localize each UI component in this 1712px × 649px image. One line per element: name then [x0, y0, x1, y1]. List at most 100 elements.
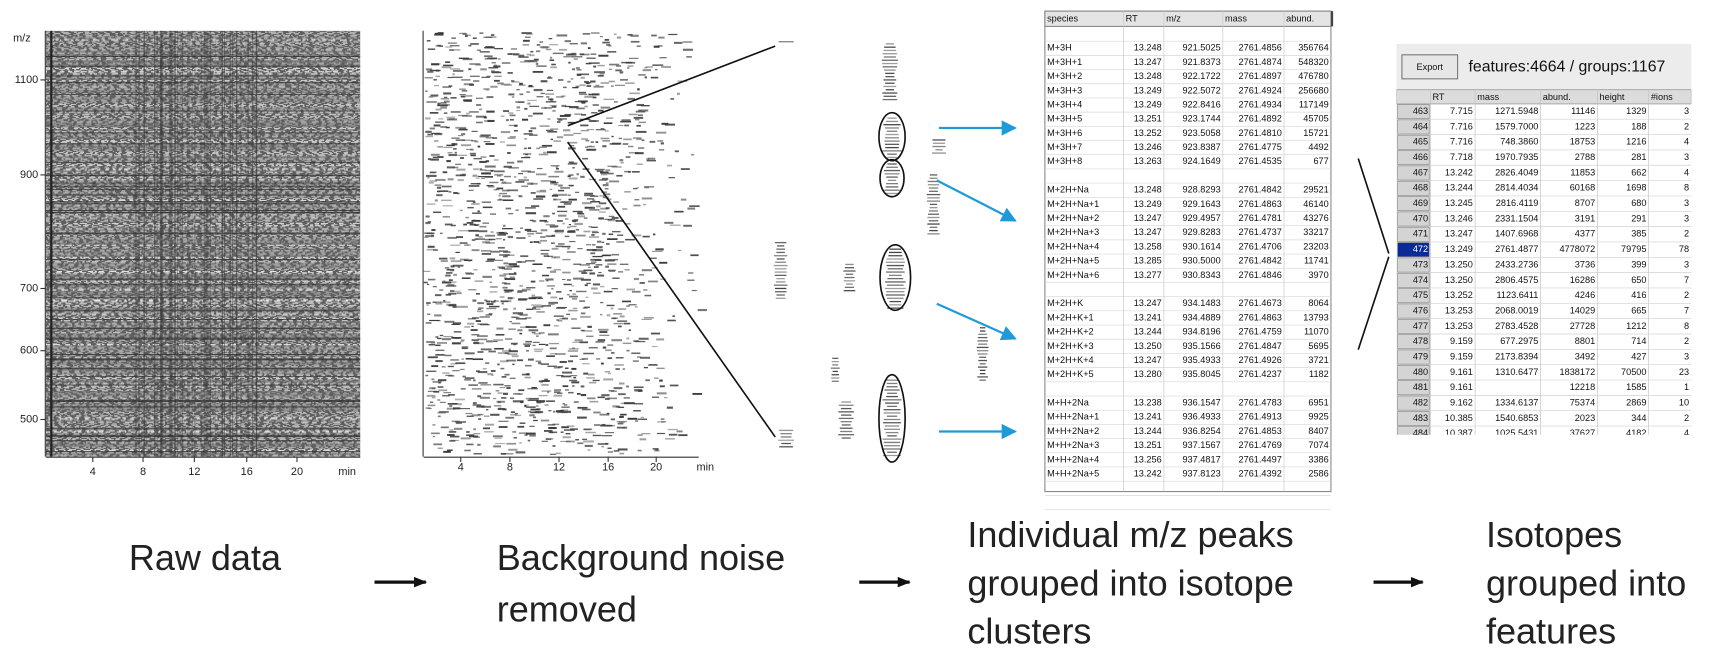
row-index: 481 — [1413, 382, 1428, 392]
row-index: 468 — [1413, 183, 1428, 193]
table-cell: 13.241 — [1134, 312, 1162, 322]
table-cell: 3386 — [1308, 454, 1328, 464]
table-cell: 2761.4759 — [1239, 327, 1282, 337]
table-cell: 2783.4528 — [1495, 321, 1538, 331]
species-cell: M+H+2Na+3 — [1047, 440, 1099, 450]
table-cell: 13.285 — [1134, 256, 1162, 266]
table-cell: 16286 — [1570, 275, 1595, 285]
table-cell: 2 — [1684, 229, 1689, 239]
row-index: 465 — [1413, 137, 1428, 147]
table-cell: 14029 — [1570, 305, 1595, 315]
step-caption: Isotopes — [1486, 514, 1622, 555]
table-cell: 9925 — [1308, 412, 1328, 422]
table-cell: 934.1483 — [1182, 298, 1220, 308]
button-label: Export — [1417, 62, 1444, 72]
x-tick-label: 8 — [140, 466, 146, 478]
row-index: 475 — [1413, 290, 1428, 300]
y-tick-label: 700 — [20, 282, 38, 294]
table-cell: 29521 — [1303, 185, 1328, 195]
table-cell: 13.249 — [1134, 85, 1162, 95]
species-cell: M+3H+7 — [1047, 142, 1082, 152]
table-cell: 385 — [1631, 229, 1646, 239]
table-cell: 3 — [1684, 152, 1689, 162]
x-tick-label: 16 — [241, 466, 253, 478]
table-cell: 2761.4781 — [1239, 213, 1282, 223]
species-cell: M+3H+6 — [1047, 128, 1082, 138]
table-cell: 8 — [1684, 183, 1689, 193]
table-cell: 13.249 — [1445, 244, 1473, 254]
table-cell: 1698 — [1626, 183, 1646, 193]
table-cell: 4 — [1684, 167, 1689, 177]
table-cell: 650 — [1631, 275, 1646, 285]
species-cell: M+2H+Na+1 — [1047, 199, 1099, 209]
table-cell: 13.250 — [1134, 341, 1162, 351]
table-cell: 13.252 — [1445, 290, 1473, 300]
table-cell: 12218 — [1570, 382, 1595, 392]
table-cell: 188 — [1631, 121, 1646, 131]
table-cell: 13.253 — [1445, 305, 1473, 315]
species-cell: M+H+2Na — [1047, 398, 1090, 408]
step-caption: features — [1486, 610, 1616, 649]
table-cell: 4778072 — [1560, 244, 1596, 254]
table-cell: 5695 — [1308, 341, 1328, 351]
table-cell: 13.244 — [1134, 426, 1162, 436]
table-cell: 2761.4846 — [1239, 270, 1282, 280]
column-header: abund. — [1286, 14, 1314, 24]
table-cell: 11853 — [1570, 167, 1595, 177]
table-cell: 1329 — [1626, 106, 1646, 116]
table-cell: 2761.4783 — [1239, 398, 1282, 408]
table-cell: 13.250 — [1445, 275, 1473, 285]
row-index: 483 — [1413, 413, 1428, 423]
y-tick-label: 500 — [20, 413, 38, 425]
step-caption: grouped into isotope — [967, 562, 1293, 603]
table-cell: 1123.6411 — [1496, 290, 1538, 300]
export-button[interactable]: Export — [1402, 55, 1458, 79]
table-cell: 13.246 — [1134, 142, 1162, 152]
table-cell: 356764 — [1298, 43, 1329, 53]
step-caption: Raw data — [129, 537, 282, 578]
y-axis-label: m/z — [13, 32, 31, 44]
species-cell: M+H+2Na+1 — [1047, 412, 1099, 422]
table-cell: 2761.4847 — [1239, 341, 1282, 351]
table-cell: 11146 — [1571, 106, 1595, 116]
table-cell: 7.718 — [1450, 152, 1473, 162]
table-cell: 4377 — [1575, 229, 1595, 239]
figure: m/z110090070060050048121620min48121620mi… — [0, 0, 1712, 649]
table-cell: 2761.4842 — [1239, 185, 1282, 195]
table-cell: 2816.4119 — [1496, 198, 1539, 208]
table-cell: 2331.1504 — [1495, 213, 1538, 223]
x-tick-label: 8 — [507, 461, 513, 473]
table-cell: 13.277 — [1134, 270, 1162, 280]
column-header: species — [1047, 14, 1078, 24]
table-cell: 1970.7935 — [1495, 152, 1538, 162]
species-cell: M+2H+Na+5 — [1047, 256, 1099, 266]
species-cell: M+3H+2 — [1047, 71, 1082, 81]
table-cell: 936.1547 — [1182, 398, 1220, 408]
table-cell: 2761.4934 — [1239, 99, 1282, 109]
table-cell: 3 — [1684, 351, 1689, 361]
table-cell: 2761.4863 — [1239, 199, 1282, 209]
table-cell: 2761.4237 — [1239, 369, 1282, 379]
table-cell: 13.247 — [1134, 213, 1162, 223]
table-cell: 2761.4924 — [1239, 85, 1282, 95]
table-cell: 2761.4392 — [1239, 469, 1282, 479]
species-cell: M+2H+K+5 — [1047, 369, 1094, 379]
table-cell: 13.248 — [1134, 185, 1162, 195]
row-index: 474 — [1413, 275, 1428, 285]
row-index: 482 — [1413, 397, 1428, 407]
row-index: 467 — [1413, 167, 1428, 177]
table-cell: 937.1567 — [1182, 440, 1220, 450]
table-cell: 3970 — [1308, 270, 1328, 280]
row-index: 469 — [1413, 198, 1428, 208]
table-cell: 3 — [1684, 198, 1689, 208]
table-cell: 2761.4769 — [1239, 440, 1282, 450]
table-cell: 930.5000 — [1182, 256, 1220, 266]
table-cell: 13.244 — [1445, 183, 1473, 193]
table-cell: 9.162 — [1450, 397, 1473, 407]
table-cell: 13.241 — [1134, 412, 1162, 422]
table-cell: 1 — [1684, 382, 1689, 392]
species-cell: M+H+2Na+4 — [1047, 454, 1099, 464]
species-cell: M+2H+Na — [1047, 185, 1090, 195]
table-cell: 2761.4706 — [1239, 241, 1282, 251]
table-cell: 1838172 — [1560, 367, 1596, 377]
